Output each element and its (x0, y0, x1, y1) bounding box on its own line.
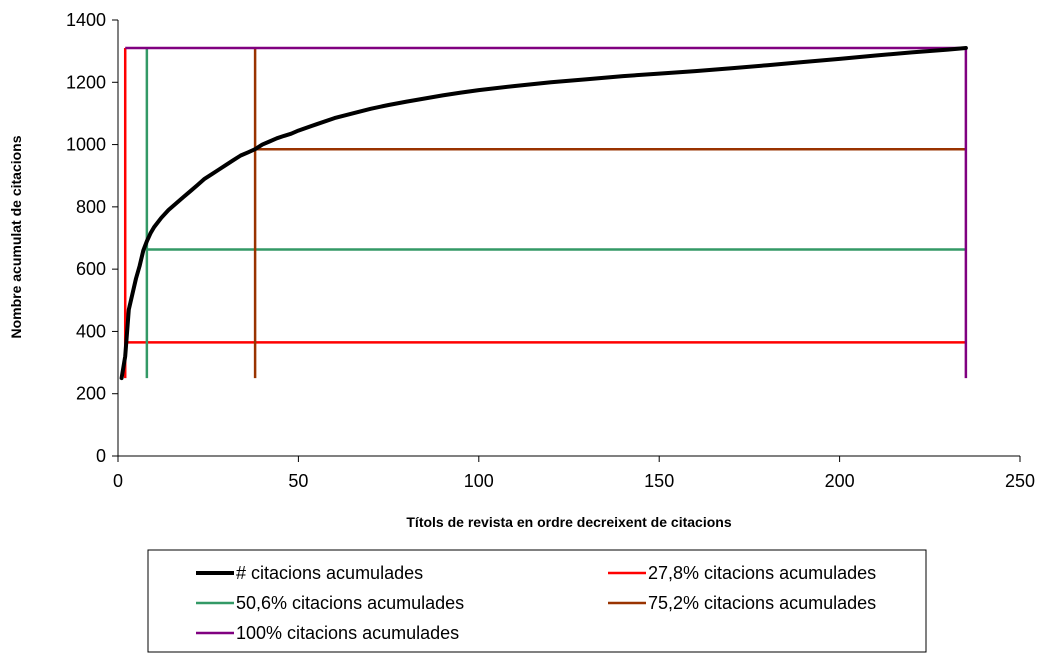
x-axis-title: Títols de revista en ordre decreixent de… (406, 514, 731, 530)
x-tick-label: 150 (644, 471, 674, 491)
y-tick-label: 800 (76, 197, 106, 217)
legend-label-2: 27,8% citacions acumulades (648, 563, 876, 583)
axes: 0 200 400 600 800 1000 1200 1400 0 50 100 150 200 250 (66, 10, 1035, 491)
x-tick-label: 0 (113, 471, 123, 491)
y-axis-title: Nombre acumulat de citacions (8, 135, 24, 338)
legend-label-5: 100% citacions acumulades (236, 623, 459, 643)
legend: # citacions acumulades 27,8% citacions ac… (147, 549, 927, 653)
legend-box (147, 549, 927, 653)
data-line (119, 46, 968, 381)
y-tick-label: 200 (76, 384, 106, 404)
x-tick-label: 250 (1005, 471, 1035, 491)
legend-label-3: 50,6% citacions acumulades (236, 593, 464, 613)
y-tick-label: 0 (96, 446, 106, 466)
x-tick-label: 200 (825, 471, 855, 491)
cumulative-citations-line (119, 46, 968, 381)
legend-label-4: 75,2% citacions acumulades (648, 593, 876, 613)
legend-label-1: # citacions acumulades (236, 563, 423, 583)
threshold-lines (123, 46, 968, 379)
y-tick-label: 400 (76, 321, 106, 341)
y-tick-label: 600 (76, 259, 106, 279)
x-tick-label: 50 (288, 471, 308, 491)
y-tick-label: 1000 (66, 135, 106, 155)
x-tick-label: 100 (464, 471, 494, 491)
y-tick-label: 1200 (66, 72, 106, 92)
y-tick-label: 1400 (66, 10, 106, 30)
